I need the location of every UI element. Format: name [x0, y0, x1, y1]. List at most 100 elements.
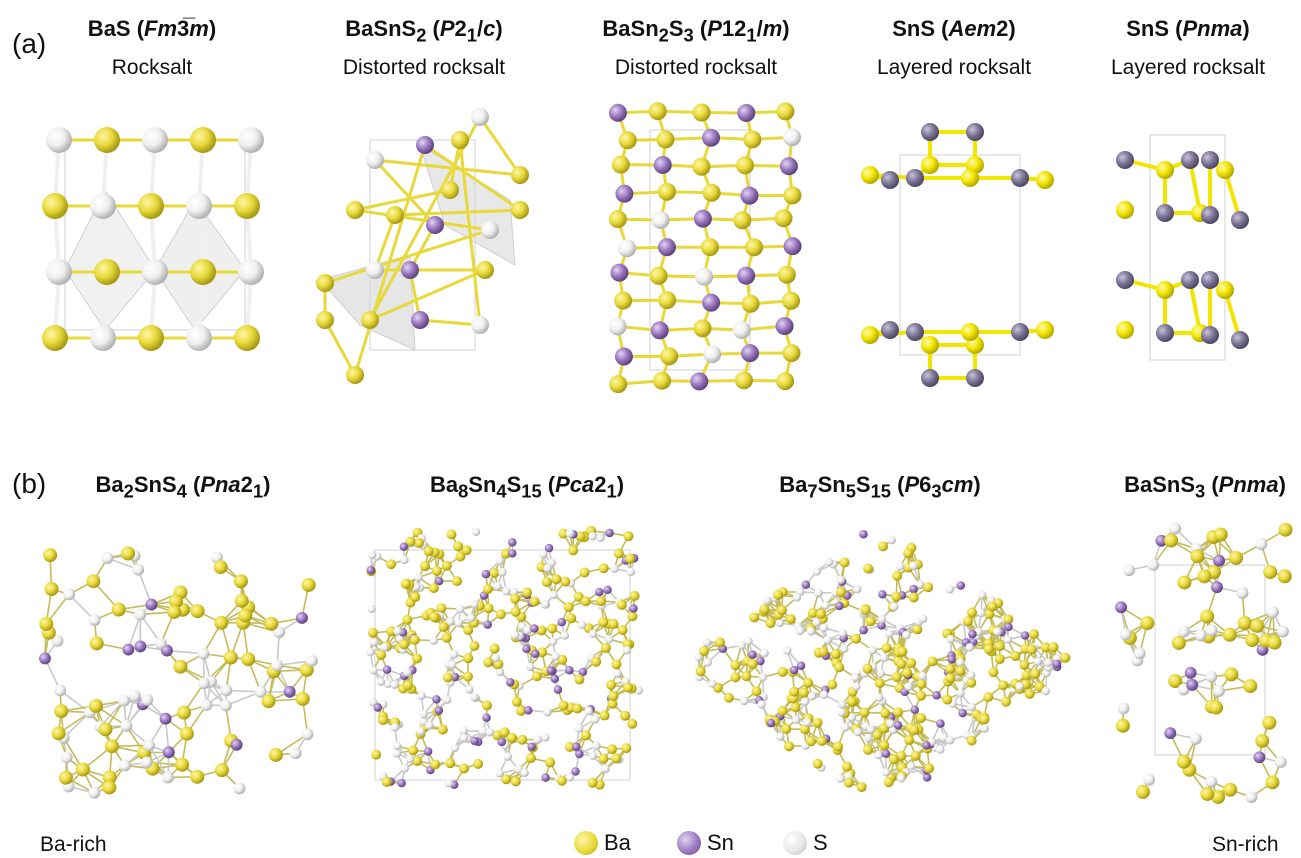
sn-atom [397, 778, 406, 788]
ba-atom [700, 238, 719, 257]
s-atom [1015, 682, 1024, 691]
s-atom [186, 325, 212, 351]
s-atom [802, 718, 812, 727]
ba-atom [860, 604, 871, 615]
s-atom [417, 691, 426, 700]
structure-title-a4: SnS (Aem2) [892, 16, 1016, 41]
ba-atom [587, 777, 598, 788]
sn-atom [1216, 281, 1234, 299]
ba-atom [241, 652, 256, 667]
ba-atom [617, 625, 628, 636]
ba-atom [627, 718, 638, 729]
sn-atom [483, 620, 492, 629]
s-atom [560, 631, 570, 640]
s-atom [367, 604, 376, 614]
s-atom [1003, 635, 1013, 644]
ba-atom [511, 201, 529, 219]
s-atom [520, 768, 529, 778]
ba-atom [175, 757, 190, 772]
ba-atom [966, 677, 977, 688]
ba-atom [859, 707, 870, 718]
ba-atom [745, 238, 764, 257]
ba-atom [483, 657, 494, 668]
ba-atom [54, 704, 69, 719]
ba-atom [1223, 782, 1238, 797]
sn-atom [497, 737, 507, 747]
ba-atom [1222, 627, 1237, 642]
crystal-structure-sns-aem2 [861, 123, 1054, 387]
ba-atom [776, 102, 795, 121]
ba-atom [807, 607, 818, 618]
ba-atom [891, 591, 902, 602]
s-atom [918, 671, 927, 681]
sn-atom [629, 604, 638, 613]
ba-atom [176, 705, 191, 720]
ba-atom [649, 266, 668, 285]
ba-atom [1200, 786, 1215, 801]
s-atom [51, 634, 64, 647]
ba-atom [574, 674, 585, 685]
s-atom [887, 535, 896, 545]
ba-atom [1024, 688, 1035, 699]
s-atom [456, 604, 465, 614]
ba-atom [598, 753, 609, 764]
s-atom [393, 626, 402, 636]
ba-atom [891, 671, 902, 682]
s-atom [966, 670, 976, 680]
sn-atom [922, 741, 931, 750]
sn-atom [541, 773, 550, 782]
ba-atom [1040, 642, 1051, 653]
sn-atom [1213, 554, 1226, 567]
s-atom [540, 733, 550, 742]
s-atom [60, 751, 73, 764]
s-atom [481, 221, 499, 239]
ba-atom [924, 763, 935, 774]
sn-atom [614, 347, 633, 366]
ba-atom [551, 574, 562, 585]
s-atom [449, 649, 459, 659]
sn-atom [906, 169, 924, 187]
s-atom [425, 721, 434, 730]
ba-atom [453, 541, 464, 552]
s-atom [590, 715, 600, 724]
panel-label-a: (a) [12, 28, 47, 59]
s-atom [837, 708, 847, 717]
sn-atom [1186, 678, 1199, 691]
s-atom [485, 727, 495, 737]
s-atom [775, 732, 785, 741]
sn-atom [690, 372, 709, 391]
sn-atom [434, 576, 444, 586]
ba-atom [789, 686, 800, 697]
s-atom [392, 741, 402, 751]
ba-atom [1177, 575, 1192, 590]
ba-atom [847, 696, 858, 707]
sn-atom [961, 169, 979, 187]
s-atom [703, 345, 722, 364]
sn-atom [861, 326, 879, 344]
ba-atom [436, 603, 447, 614]
s-atom [1194, 629, 1207, 642]
s-atom [238, 127, 264, 153]
sn-atom [608, 103, 627, 122]
structure-title-a3: BaSn2S3 (P121/m) [602, 16, 790, 46]
ba-atom [190, 769, 205, 784]
ba-atom [437, 724, 448, 735]
s-atom [596, 533, 605, 543]
ba-atom [616, 599, 627, 610]
s-atom [758, 673, 768, 682]
ba-atom [446, 529, 457, 540]
sn-atom [159, 712, 172, 725]
s-atom [812, 618, 821, 627]
ba-atom [818, 646, 829, 657]
ba-atom [94, 127, 120, 153]
crystal-structure-basn2s3 [608, 102, 802, 394]
ba-atom [463, 625, 474, 636]
ba-atom [566, 613, 577, 624]
ba-atom [596, 596, 607, 607]
ba-atom [923, 582, 934, 593]
ba-atom [451, 131, 469, 149]
ba-atom [1263, 565, 1278, 580]
structure-title-b2: Ba8Sn4S15 (Pca21) [429, 472, 625, 502]
s-atom [838, 628, 848, 638]
ba-atom [506, 732, 517, 743]
